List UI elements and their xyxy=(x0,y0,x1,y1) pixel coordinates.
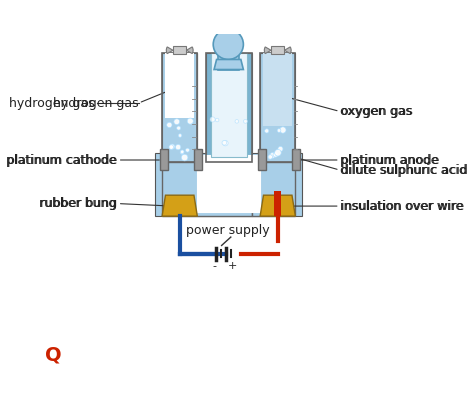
Polygon shape xyxy=(162,195,197,216)
Text: platinum anode: platinum anode xyxy=(340,154,438,166)
Circle shape xyxy=(223,140,228,146)
Circle shape xyxy=(235,120,238,123)
Circle shape xyxy=(187,118,193,124)
Text: insulation over wire: insulation over wire xyxy=(340,199,463,213)
Bar xyxy=(211,53,247,157)
Circle shape xyxy=(210,117,215,122)
Circle shape xyxy=(277,129,281,132)
Circle shape xyxy=(278,146,283,152)
Bar xyxy=(167,53,192,137)
Text: rubber bung: rubber bung xyxy=(40,197,118,210)
Circle shape xyxy=(174,119,180,125)
Polygon shape xyxy=(260,195,295,216)
Circle shape xyxy=(273,152,278,157)
Circle shape xyxy=(280,127,286,133)
Bar xyxy=(155,153,302,216)
Circle shape xyxy=(181,154,188,161)
Circle shape xyxy=(264,129,269,133)
Bar xyxy=(260,53,295,161)
Wedge shape xyxy=(166,47,173,54)
Text: insulation over wire: insulation over wire xyxy=(341,199,465,213)
Circle shape xyxy=(268,155,273,159)
Bar xyxy=(162,53,197,161)
Wedge shape xyxy=(186,47,193,54)
Circle shape xyxy=(177,126,181,130)
Bar xyxy=(173,46,186,55)
Circle shape xyxy=(170,144,175,149)
Circle shape xyxy=(185,148,190,152)
Bar xyxy=(218,40,239,69)
Text: hydrogen gas: hydrogen gas xyxy=(53,97,139,109)
Text: power supply: power supply xyxy=(186,224,270,237)
Bar xyxy=(264,53,292,126)
Circle shape xyxy=(169,145,173,150)
Circle shape xyxy=(175,145,181,150)
Circle shape xyxy=(167,122,172,128)
Bar xyxy=(206,53,252,161)
Bar xyxy=(252,161,295,216)
Text: hydrogen gas: hydrogen gas xyxy=(9,97,95,109)
Bar xyxy=(274,191,281,216)
Text: oxygen gas: oxygen gas xyxy=(341,105,413,118)
Text: -: - xyxy=(212,261,216,271)
Bar xyxy=(265,53,290,128)
Bar xyxy=(162,53,197,161)
Text: dilute sulphuric acid: dilute sulphuric acid xyxy=(341,164,468,177)
Circle shape xyxy=(274,150,281,156)
Circle shape xyxy=(222,140,227,145)
Text: Q: Q xyxy=(45,345,62,364)
Bar xyxy=(162,161,252,216)
Bar xyxy=(194,149,202,170)
Bar xyxy=(206,164,252,212)
Circle shape xyxy=(213,29,243,59)
Text: platinum cathode: platinum cathode xyxy=(6,154,116,166)
Bar xyxy=(160,149,168,170)
Circle shape xyxy=(180,150,184,154)
Text: platinum cathode: platinum cathode xyxy=(8,154,118,166)
Text: dilute sulphuric acid: dilute sulphuric acid xyxy=(340,164,466,177)
Circle shape xyxy=(181,150,184,154)
Text: oxygen gas: oxygen gas xyxy=(340,105,411,118)
Bar xyxy=(165,118,194,160)
Wedge shape xyxy=(264,47,271,54)
Wedge shape xyxy=(284,47,291,54)
Bar xyxy=(162,53,197,161)
Circle shape xyxy=(215,118,219,122)
Bar xyxy=(258,149,266,170)
Circle shape xyxy=(270,152,275,158)
Text: rubber bung: rubber bung xyxy=(39,197,116,210)
Bar xyxy=(271,46,284,55)
Bar xyxy=(165,53,194,118)
Bar xyxy=(292,149,301,170)
Bar xyxy=(260,53,295,161)
Polygon shape xyxy=(214,59,243,69)
Circle shape xyxy=(244,119,247,123)
Text: platinum anode: platinum anode xyxy=(341,154,440,166)
Bar xyxy=(264,126,292,160)
Bar xyxy=(197,155,260,212)
Bar xyxy=(206,53,252,161)
Circle shape xyxy=(178,134,182,137)
Text: +: + xyxy=(228,261,237,271)
